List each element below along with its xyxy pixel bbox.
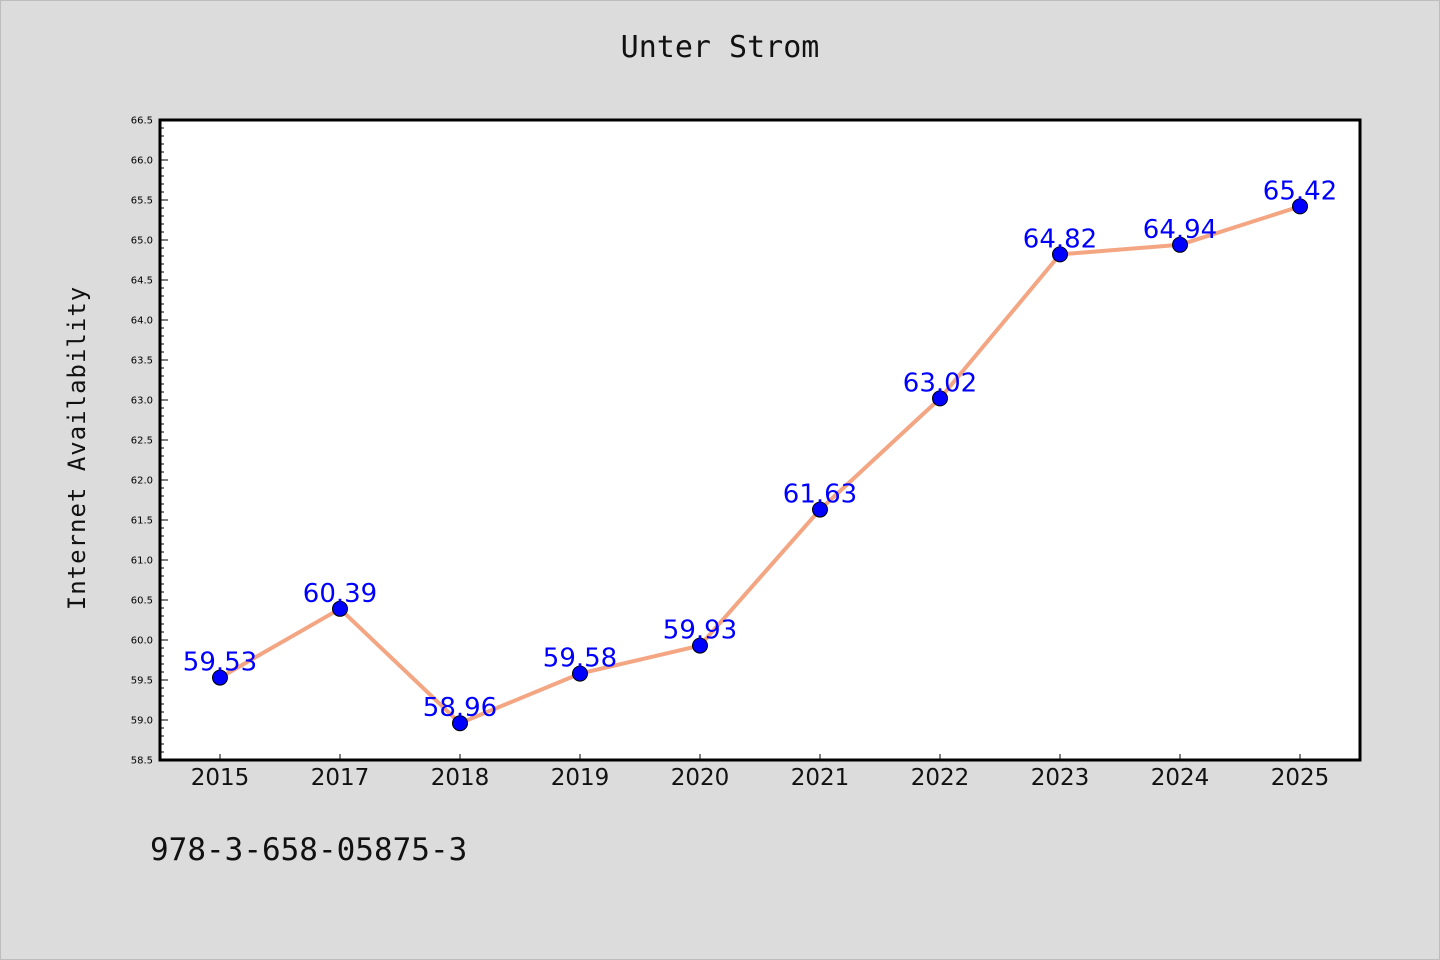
plot-area [158, 118, 1362, 762]
x-tick-label: 2015 [191, 765, 250, 791]
data-label: 59.53 [183, 648, 257, 678]
data-point [692, 637, 708, 654]
data-label: 63.02 [903, 368, 977, 398]
data-label: 60.39 [303, 579, 377, 609]
data-label: 58.96 [423, 693, 497, 723]
x-tick-label: 2021 [791, 765, 850, 791]
x-axis-ticks: 2015 2017 2018 2019 2020 2021 2022 2023 2024 2025 [191, 754, 1330, 791]
x-tick-label: 2024 [1151, 765, 1210, 791]
data-label: 64.82 [1023, 224, 1097, 254]
x-tick-label: 2025 [1271, 765, 1330, 791]
x-tick-label: 2022 [911, 765, 970, 791]
y-tick-label: 60.5 [131, 596, 153, 607]
data-label: 59.93 [663, 616, 737, 646]
y-tick-label: 61.0 [131, 556, 153, 567]
y-tick-label: 63.0 [131, 396, 153, 407]
y-tick-label: 60.0 [131, 636, 153, 647]
data-point [932, 390, 948, 407]
data-label: 59.58 [543, 644, 617, 674]
data-points [212, 198, 1308, 732]
data-point [212, 669, 228, 686]
y-tick-label: 63.5 [131, 356, 153, 367]
y-tick-label: 58.5 [131, 756, 153, 767]
data-point [452, 715, 468, 732]
data-point [332, 600, 348, 617]
series-line [219, 204, 1301, 726]
x-tick-label: 2023 [1031, 765, 1090, 791]
y-tick-label: 65.5 [131, 196, 153, 207]
y-tick-label: 62.0 [131, 476, 153, 487]
data-point [1292, 198, 1308, 215]
data-point [812, 501, 828, 518]
chart-title: Unter Strom [620, 30, 820, 65]
data-point [1172, 236, 1188, 253]
y-tick-label: 66.0 [131, 156, 153, 167]
y-tick-label: 64.5 [131, 276, 153, 287]
x-tick-label: 2020 [671, 765, 730, 791]
x-tick-label: 2018 [431, 765, 490, 791]
y-tick-label: 61.5 [131, 516, 153, 527]
y-tick-label: 64.0 [131, 316, 153, 327]
x-tick-label: 2019 [551, 765, 610, 791]
x-tick-label: 2017 [311, 765, 370, 791]
data-point [572, 665, 588, 682]
y-axis-ticks: 58.5 59.0 59.5 60.0 60.5 61.0 61.5 62.0 62.5 63.0… [131, 116, 168, 767]
data-label: 65.42 [1263, 176, 1337, 206]
y-tick-label: 66.5 [131, 116, 153, 127]
y-tick-label: 59.5 [131, 676, 153, 687]
data-label: 64.94 [1143, 215, 1217, 245]
data-label: 61.63 [783, 480, 857, 510]
data-point [1052, 246, 1068, 263]
y-tick-label: 65.0 [131, 236, 153, 247]
data-labels: 59.53 60.39 58.96 59.58 59.93 61.63 63.02 64.82… [183, 176, 1337, 723]
footer-code: 978-3-658-05875-3 [150, 832, 468, 868]
y-tick-label: 62.5 [131, 436, 153, 447]
y-tick-label: 59.0 [131, 716, 153, 727]
